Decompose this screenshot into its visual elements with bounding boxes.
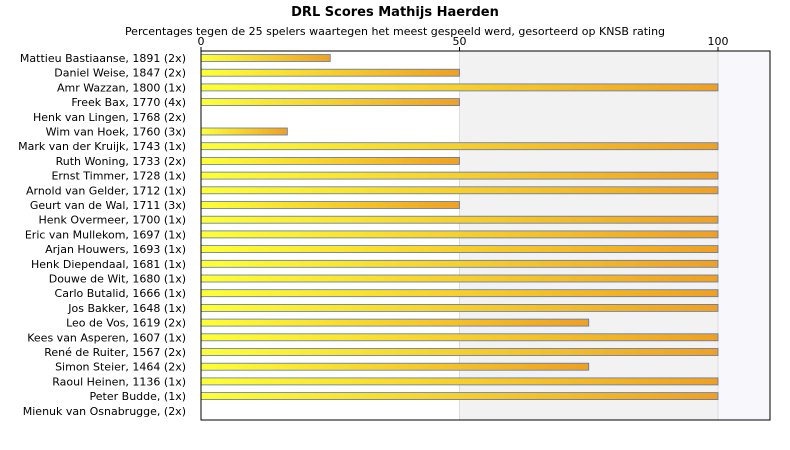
bar [200, 54, 331, 62]
chart-title: DRL Scores Mathijs Haerden [291, 5, 499, 20]
bars [200, 54, 719, 401]
x-axis-ticks: 0 50 100 [198, 35, 729, 51]
bar [200, 259, 719, 268]
tick-label-0: 0 [198, 35, 205, 48]
category-label: Mattieu Bastiaanse, 1891 (2x) [20, 52, 186, 65]
bar [200, 142, 719, 151]
category-label: Ruth Woning, 1733 (2x) [56, 155, 186, 168]
category-label: Mienuk van Osnabrugge, (2x) [23, 405, 186, 418]
category-label: Kees van Asperen, 1607 (1x) [27, 331, 186, 344]
category-label: Arnold van Gelder, 1712 (1x) [26, 184, 186, 197]
category-label: Geurt van de Wal, 1711 (3x) [30, 199, 186, 212]
bar [200, 377, 719, 386]
bar [200, 362, 590, 371]
category-label: Peter Budde, (1x) [90, 390, 186, 403]
category-label: Jos Bakker, 1648 (1x) [67, 302, 186, 315]
bar [200, 333, 719, 342]
tick-label-50: 50 [453, 35, 467, 48]
chart-subtitle: Percentages tegen de 25 spelers waartege… [125, 25, 665, 38]
bar [200, 348, 719, 356]
category-label: Simon Steier, 1464 (2x) [55, 361, 186, 374]
category-label: Freek Bax, 1770 (4x) [71, 96, 186, 109]
category-label: Arjan Houwers, 1693 (1x) [45, 243, 186, 256]
bar [200, 186, 719, 195]
bar [200, 215, 719, 224]
bar [200, 83, 719, 92]
category-label: Henk Diependaal, 1681 (1x) [31, 258, 186, 271]
band-100-plus [718, 51, 770, 420]
category-label: Amr Wazzan, 1800 (1x) [57, 81, 186, 94]
bar [200, 127, 288, 136]
bar [200, 274, 719, 283]
bar [200, 171, 719, 180]
category-label: Wim van Hoek, 1760 (3x) [46, 126, 186, 139]
category-label: Leo de Vos, 1619 (2x) [66, 317, 186, 330]
bar [200, 303, 719, 312]
plot-frame [200, 50, 771, 421]
category-label: Douwe de Wit, 1680 (1x) [49, 273, 186, 286]
bar [200, 98, 460, 106]
category-label: Henk Overmeer, 1700 (1x) [39, 214, 187, 227]
category-label: Daniel Weise, 1847 (2x) [54, 67, 186, 80]
category-label: Eric van Mullekom, 1697 (1x) [25, 228, 186, 241]
tick-label-100: 100 [708, 35, 729, 48]
bar [200, 318, 590, 327]
category-label: Mark van der Kruijk, 1743 (1x) [18, 140, 186, 153]
bar [200, 156, 460, 165]
bar [200, 230, 719, 239]
bar [200, 392, 719, 401]
category-label: René de Ruiter, 1567 (2x) [44, 346, 186, 359]
bar [200, 245, 719, 254]
bar [200, 201, 460, 209]
category-label: Carlo Butalid, 1666 (1x) [55, 287, 186, 300]
category-label: Henk van Lingen, 1768 (2x) [33, 111, 186, 124]
bar [200, 68, 460, 77]
category-label: Ernst Timmer, 1728 (1x) [51, 170, 186, 183]
bar [200, 289, 719, 298]
category-label: Raoul Heinen, 1136 (1x) [52, 375, 186, 388]
category-labels: Mattieu Bastiaanse, 1891 (2x) Daniel Weis… [18, 52, 186, 418]
